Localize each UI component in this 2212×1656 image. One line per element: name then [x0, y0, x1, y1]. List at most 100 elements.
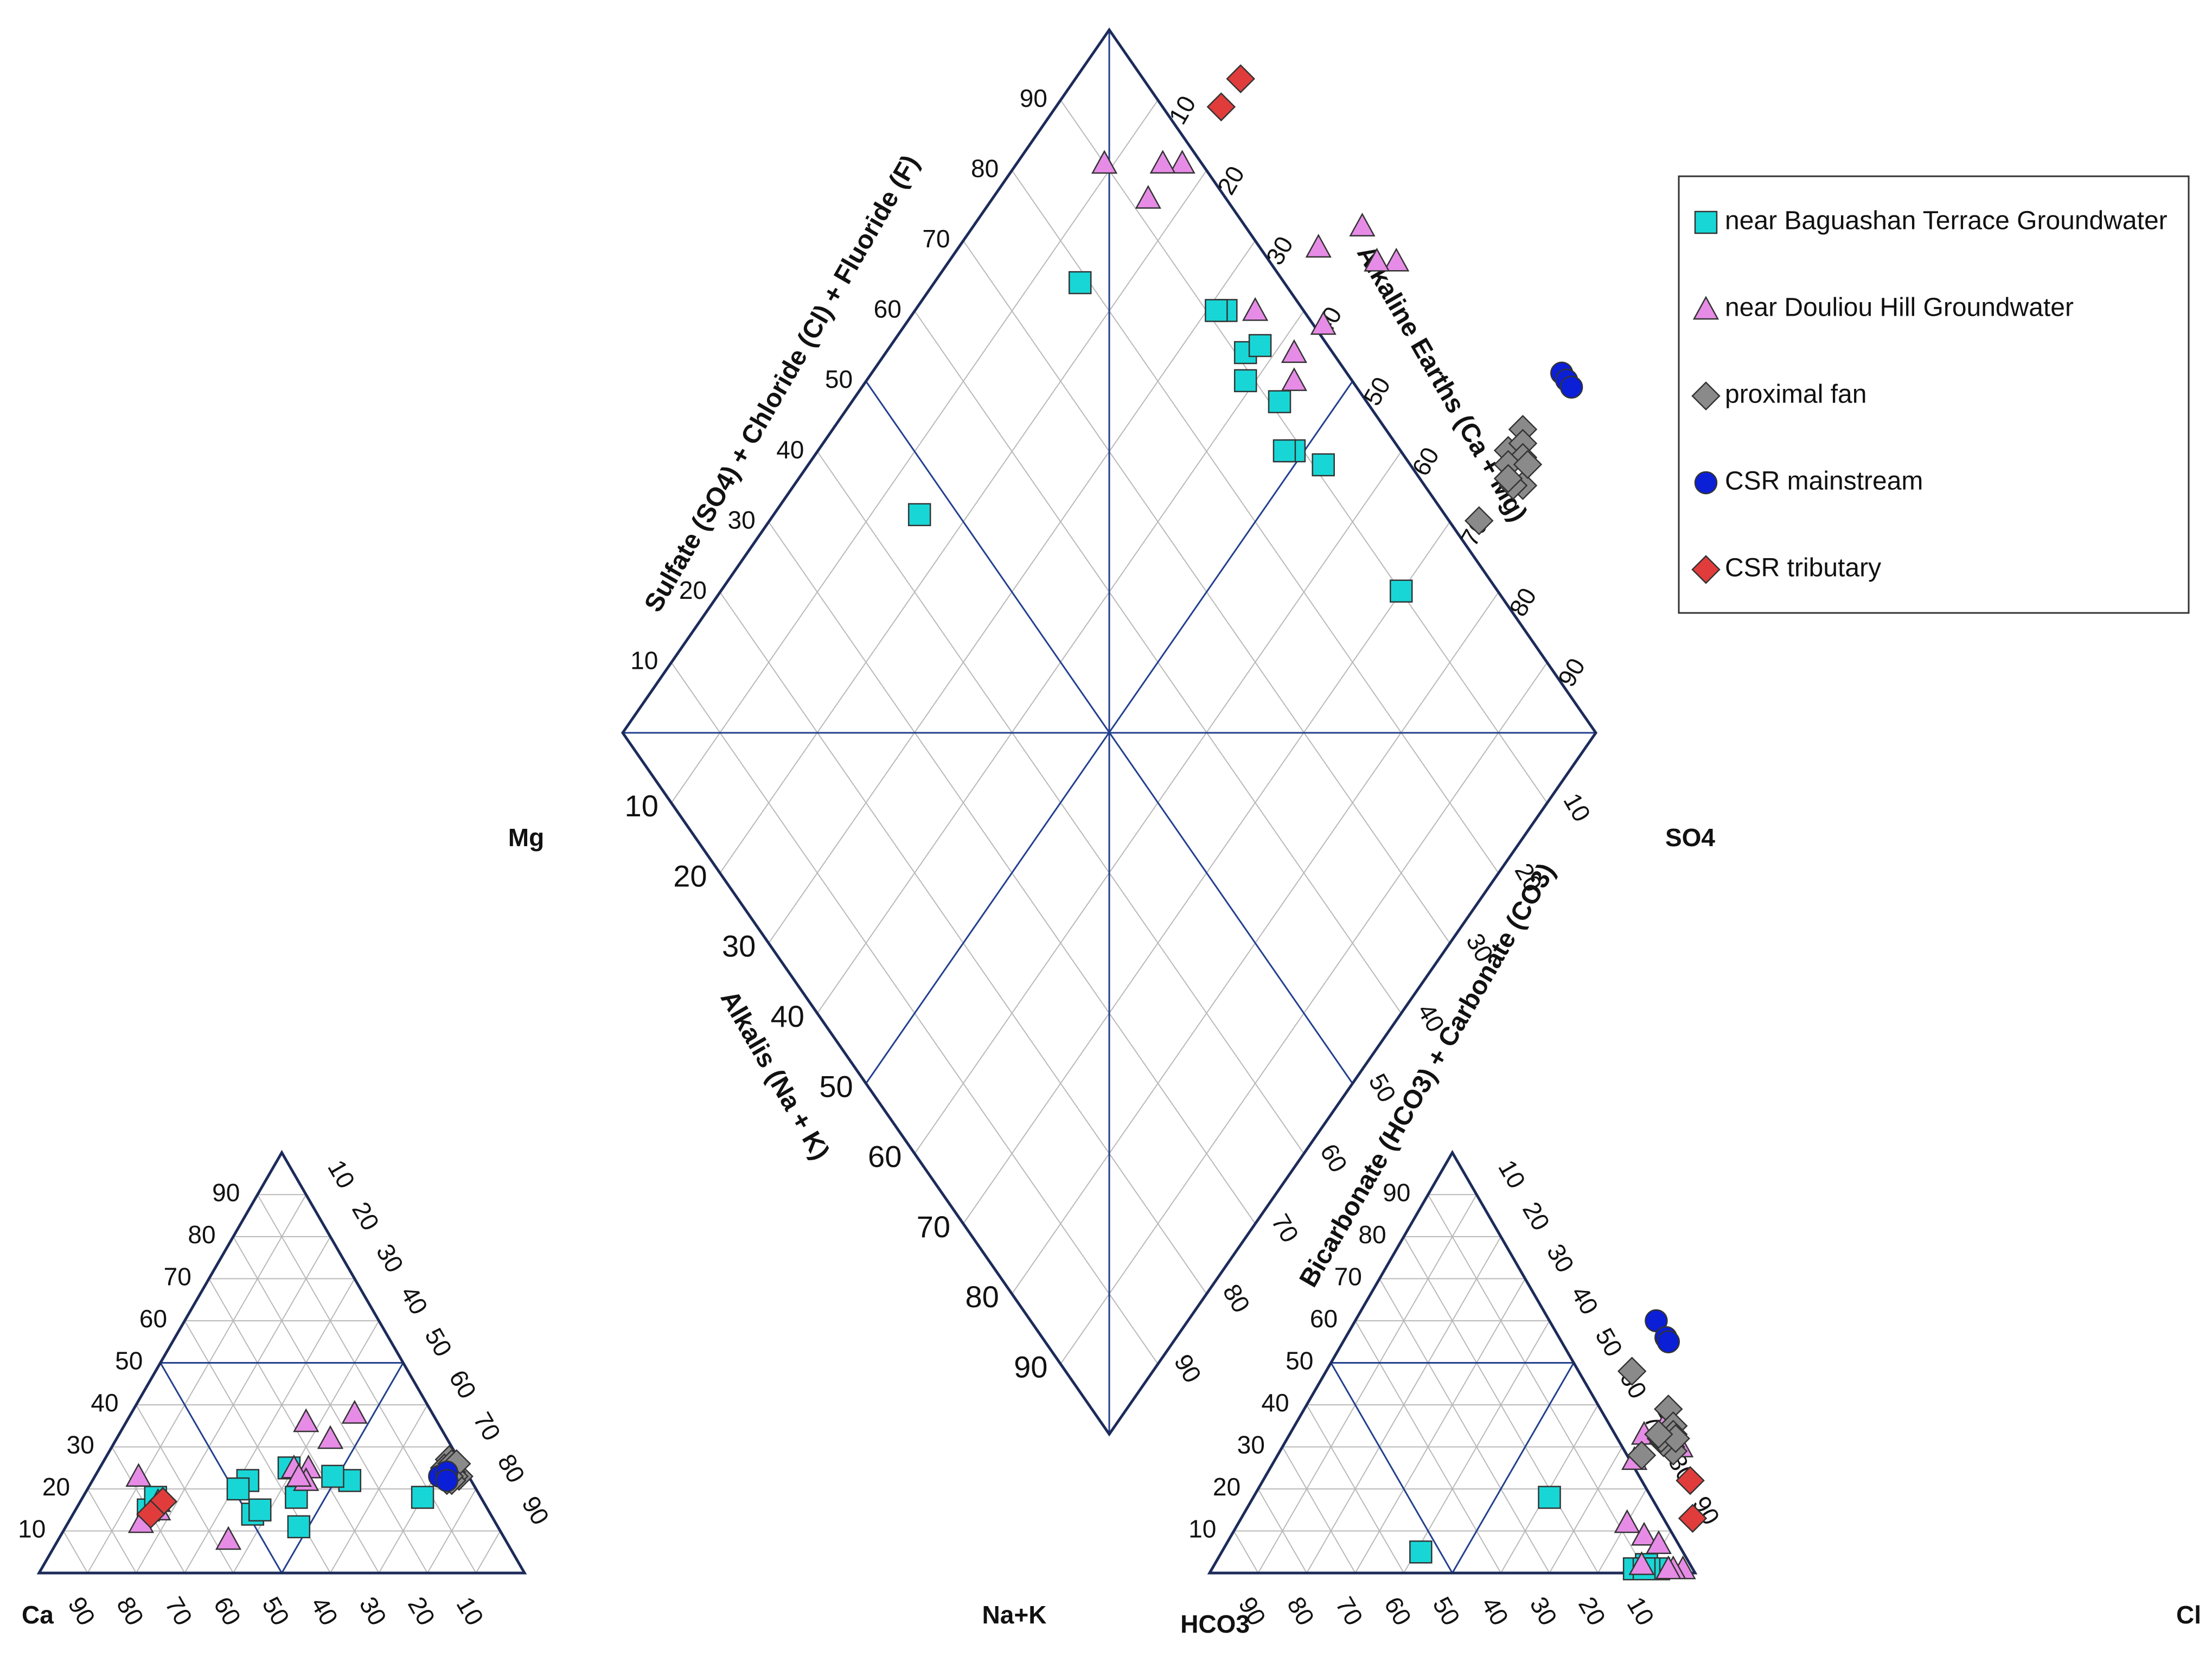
anion-point	[1628, 1551, 1655, 1575]
legend-entry: near Douliou Hill Groundwater	[1692, 293, 2074, 322]
legend-label: CSR mainstream	[1725, 467, 1923, 496]
diamond-tick-upper-left: 10	[630, 647, 658, 675]
anion-point	[1614, 1509, 1640, 1533]
cation-tick-bottom: 80	[111, 1592, 150, 1630]
cation-tick-right: 30	[371, 1239, 410, 1277]
cation-tick-bottom: 10	[451, 1592, 490, 1630]
cation-point	[136, 1499, 165, 1529]
grid-line	[1257, 1488, 1307, 1574]
diamond-tick-lower-right: 90	[1169, 1350, 1207, 1388]
diamond-point	[1242, 297, 1269, 321]
cation-tick-right: 90	[516, 1491, 555, 1529]
anion-tick-left: 70	[1334, 1263, 1362, 1291]
diamond-frame	[621, 27, 1598, 1437]
diamond-point	[1383, 247, 1410, 272]
legend-entry: near Baguashan Terrace Groundwater	[1694, 207, 2168, 235]
grid-line	[1306, 1404, 1404, 1574]
diamond-tick-lower-left: 30	[722, 929, 756, 963]
cation-tick-left: 20	[42, 1473, 70, 1501]
legend-entry: proximal fan	[1691, 380, 1866, 411]
cation-corner-mg: Mg	[508, 823, 544, 852]
cation-tick-right: 80	[493, 1449, 531, 1487]
data-points	[125, 64, 1708, 1581]
diamond-point	[1349, 213, 1376, 236]
diamond-tick-lower-right: 60	[1315, 1139, 1353, 1177]
diamond-tick-upper-left: 20	[679, 576, 707, 604]
cation-point	[341, 1399, 368, 1424]
diamond-point	[1513, 450, 1543, 479]
grid-line	[1257, 1194, 1478, 1574]
cation-triangle-frame	[36, 1149, 527, 1575]
diamond-point	[1281, 367, 1307, 391]
cation-tick-left: 40	[91, 1389, 118, 1417]
anion-tick-left: 90	[1383, 1179, 1410, 1207]
series-csr-tributary	[136, 64, 1708, 1533]
legend-marker-triangle	[1692, 296, 1719, 320]
cation-tick-bottom: 40	[305, 1592, 344, 1630]
anion-tick-right: 50	[1590, 1323, 1628, 1361]
legend-label: near Douliou Hill Groundwater	[1725, 293, 2074, 322]
cation-tick-bottom: 30	[354, 1592, 393, 1630]
anion-tick-right: 20	[1517, 1197, 1556, 1235]
diamond-point	[1389, 579, 1413, 603]
series-csr-mainstream	[428, 361, 1680, 1492]
anion-tick-bottom: 80	[1282, 1592, 1320, 1630]
grid-line	[1379, 1278, 1550, 1574]
diagram-frame	[36, 27, 1698, 1575]
diamond-point	[1464, 506, 1494, 535]
cation-point	[411, 1486, 434, 1509]
anion-point	[1409, 1540, 1433, 1564]
cation-point	[125, 1463, 152, 1487]
series-near-baguashan-terrace-groundwater	[137, 271, 1671, 1581]
grid-line	[87, 1194, 307, 1574]
anion-tick-bottom: 50	[1428, 1592, 1466, 1630]
axis-title-sulfate-chloride: Sulfate (SO4) + Chloride (Cl) + Fluoride…	[639, 150, 925, 617]
anion-point	[1676, 1466, 1705, 1495]
diamond-point	[1149, 150, 1176, 174]
anion-tick-left: 80	[1358, 1220, 1386, 1249]
diamond-point	[1205, 299, 1228, 322]
legend-label: CSR tributary	[1725, 554, 1881, 583]
grid-line	[1549, 1446, 1623, 1574]
tick-labels: 10 10 90 20 20 80 30 30 70 40 40 60 50 50 50 60 60 40 70 70…	[18, 84, 1725, 1630]
anion-point	[1627, 1441, 1657, 1470]
cation-corner-nak: Na+K	[982, 1601, 1047, 1629]
anion-corner-so4: SO4	[1665, 823, 1715, 852]
grid-lines	[62, 99, 1672, 1574]
grid-line	[1403, 1236, 1599, 1574]
anion-tick-right: 30	[1542, 1239, 1580, 1277]
diamond-point	[1268, 390, 1292, 413]
cation-point	[215, 1526, 242, 1550]
cation-tick-right: 10	[322, 1155, 361, 1193]
cation-point	[226, 1477, 250, 1501]
cation-point	[285, 1463, 312, 1487]
diamond-tick-upper-left: 70	[922, 225, 950, 253]
legend-marker-diamond	[1691, 381, 1721, 411]
diamond-tick-upper-right: 50	[1358, 372, 1396, 410]
classification-line	[159, 1361, 283, 1574]
diamond-point	[1312, 453, 1335, 477]
diamond-tick-lower-right: 80	[1217, 1279, 1256, 1317]
cation-point	[317, 1425, 344, 1449]
legend-marker-square	[1694, 210, 1718, 234]
cation-tick-left: 80	[188, 1220, 215, 1249]
cation-corner-ca: Ca	[22, 1601, 54, 1629]
cation-tick-left: 30	[67, 1431, 94, 1459]
anion-tick-left: 50	[1286, 1347, 1313, 1375]
grid-line	[1427, 1194, 1647, 1574]
diamond-tick-lower-left: 50	[819, 1069, 853, 1103]
anion-point	[1645, 1530, 1672, 1554]
anion-corner-cl: Cl	[2176, 1601, 2201, 1629]
cation-tick-left: 50	[115, 1347, 143, 1375]
diamond-point	[1273, 439, 1296, 463]
anion-tick-bottom: 70	[1331, 1592, 1369, 1630]
cation-point	[435, 1469, 459, 1492]
cation-tick-right: 70	[468, 1407, 507, 1445]
diamond-point	[1233, 369, 1257, 393]
classification-lines	[159, 29, 1597, 1574]
diamond-point	[1305, 234, 1332, 258]
diamond-tick-lower-right: 10	[1558, 788, 1596, 826]
anion-tick-right: 10	[1493, 1155, 1531, 1193]
grid-line	[87, 1488, 137, 1574]
anion-point	[1631, 1521, 1658, 1546]
